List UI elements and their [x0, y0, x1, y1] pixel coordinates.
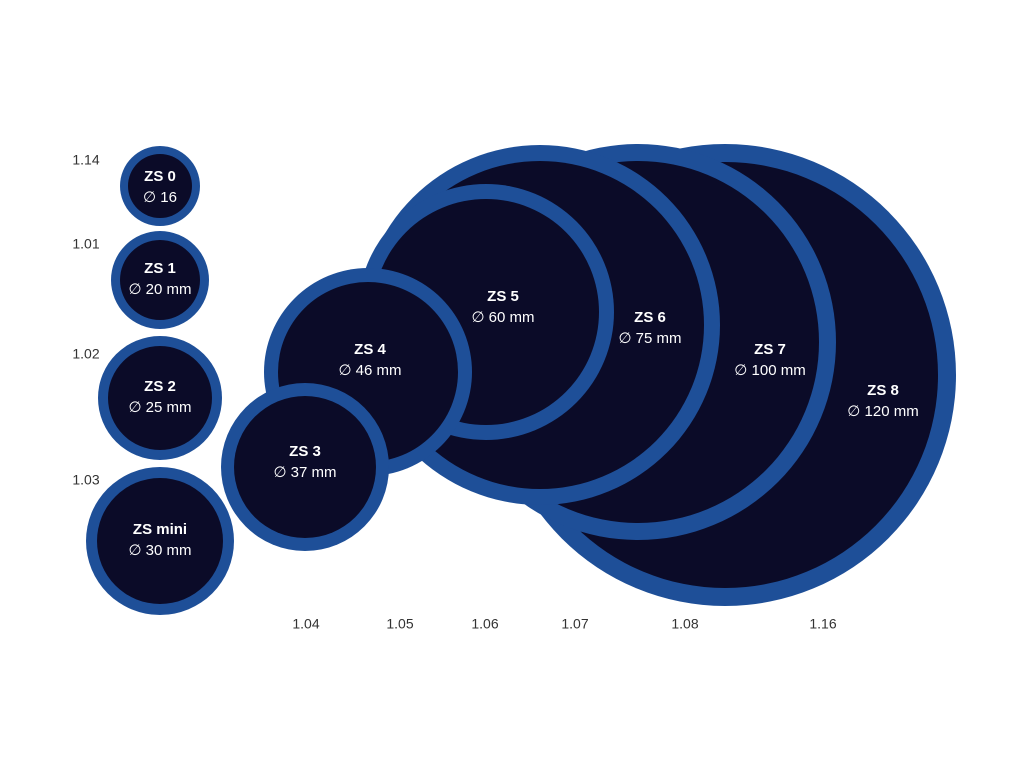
- patch-code: 1.02: [72, 346, 99, 362]
- patch-core: [97, 478, 223, 604]
- patch-name: ZS 5: [487, 288, 519, 305]
- patch-size: ∅ 25 mm: [128, 399, 191, 416]
- patch-name: ZS 0: [144, 168, 176, 185]
- patch-size: ∅ 75 mm: [618, 330, 681, 347]
- patch-name: ZS 2: [144, 378, 176, 395]
- patch-size: ∅ 60 mm: [471, 309, 534, 326]
- patch-core: [128, 154, 192, 218]
- patch-size: ∅ 120 mm: [847, 403, 918, 420]
- patch-core: [234, 396, 376, 538]
- patch-code: 1.16: [809, 616, 836, 632]
- patch-name: ZS 6: [634, 309, 666, 326]
- patch-size: ∅ 20 mm: [128, 281, 191, 298]
- patch-core: [120, 240, 200, 320]
- patch-code: 1.07: [561, 616, 588, 632]
- patch-size: ∅ 30 mm: [128, 542, 191, 559]
- patch-code: 1.14: [72, 152, 99, 168]
- patch-code: 1.08: [671, 616, 698, 632]
- patch-name: ZS mini: [133, 521, 187, 538]
- patch-code: 1.03: [72, 472, 99, 488]
- patch-code: 1.01: [72, 236, 99, 252]
- patch-name: ZS 1: [144, 260, 176, 277]
- patch-name: ZS 4: [354, 341, 386, 358]
- patch-name: ZS 8: [867, 382, 899, 399]
- patch-size: ∅ 16: [143, 189, 177, 206]
- patch-size: ∅ 37 mm: [273, 464, 336, 481]
- patch-core: [108, 346, 212, 450]
- patch-size: ∅ 100 mm: [734, 362, 805, 379]
- patch-code: 1.04: [292, 616, 319, 632]
- patch-name: ZS 7: [754, 341, 786, 358]
- patch-code: 1.06: [471, 616, 498, 632]
- patch-size: ∅ 46 mm: [338, 362, 401, 379]
- patch-code: 1.05: [386, 616, 413, 632]
- patch-name: ZS 3: [289, 443, 321, 460]
